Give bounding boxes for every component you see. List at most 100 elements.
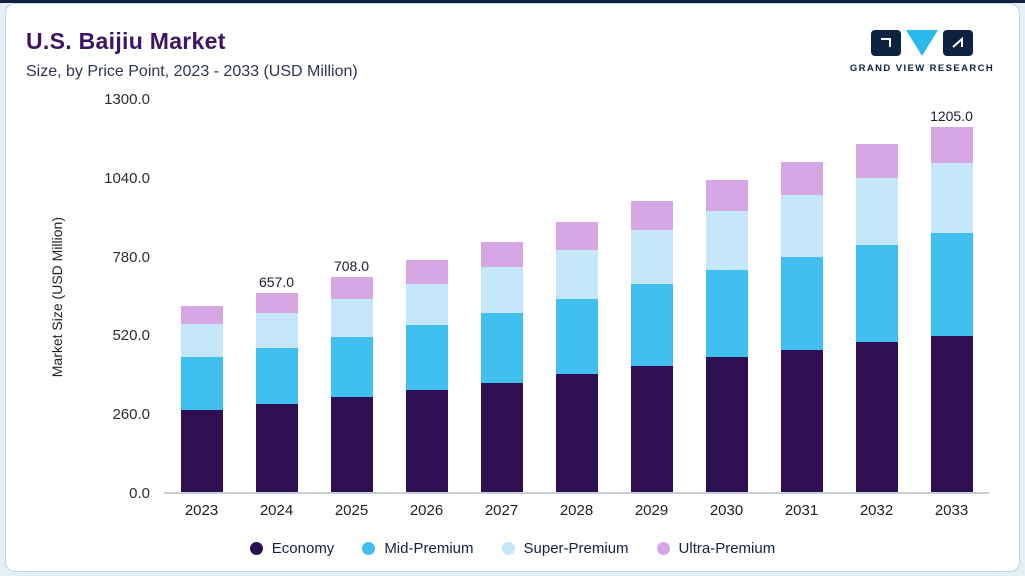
bar-segment-mid-premium[interactable] (405, 325, 448, 391)
y-axis-title-text: Market Size (USD Million) (49, 216, 65, 378)
bar-segment-mid-premium[interactable] (705, 269, 748, 357)
bar-segment-mid-premium[interactable] (255, 348, 298, 405)
logo-shapes (847, 30, 997, 58)
bar-segment-ultra-premium[interactable] (330, 277, 373, 299)
y-axis-title: Market Size (USD Million) (42, 100, 72, 494)
bar-segment-economy[interactable] (480, 382, 523, 492)
bar-segment-super-premium[interactable] (480, 267, 523, 313)
x-axis-label-2026: 2026 (409, 502, 444, 519)
bar-2028[interactable] (539, 100, 614, 492)
legend-label-super-premium: Super-Premium (523, 540, 629, 557)
bar-segment-super-premium[interactable] (405, 283, 448, 326)
bar-segment-economy[interactable] (180, 409, 223, 492)
bar-segment-mid-premium[interactable] (630, 284, 673, 366)
x-axis-label-2031: 2031 (784, 502, 819, 519)
legend-item-economy[interactable]: Economy (249, 540, 335, 557)
bar-segment-super-premium[interactable] (255, 312, 298, 349)
bar-segment-ultra-premium[interactable] (855, 143, 898, 179)
bar-stack (705, 179, 748, 492)
bar-segment-mid-premium[interactable] (855, 244, 898, 343)
bar-segment-economy[interactable] (705, 356, 748, 492)
bar-segment-economy[interactable] (330, 397, 373, 492)
bar-2029[interactable] (614, 100, 689, 492)
bar-stack (330, 277, 373, 492)
bar-segment-ultra-premium[interactable] (930, 126, 973, 163)
bar-segment-mid-premium[interactable] (555, 298, 598, 375)
bar-segment-mid-premium[interactable] (480, 312, 523, 383)
legend-dot-economy (249, 542, 263, 555)
bar-segment-economy[interactable] (555, 374, 598, 492)
bar-2027[interactable] (464, 100, 539, 492)
bar-segment-super-premium[interactable] (930, 162, 973, 234)
header: U.S. Baijiu Market Size, by Price Point,… (26, 28, 358, 81)
bar-segment-ultra-premium[interactable] (405, 260, 448, 284)
bar-segment-super-premium[interactable] (180, 324, 223, 358)
bar-stack (630, 201, 673, 492)
bar-segment-super-premium[interactable] (555, 249, 598, 299)
bar-segment-ultra-premium[interactable] (705, 179, 748, 212)
plot-area: 657.0 708.0 1205.0 (164, 100, 989, 494)
legend-item-ultra-premium[interactable]: Ultra-Premium (656, 540, 776, 557)
bar-segment-mid-premium[interactable] (930, 233, 973, 336)
bar-2024[interactable]: 657.0 (239, 100, 314, 492)
bar-segment-super-premium[interactable] (780, 195, 823, 258)
y-tick-label: 0.0 (129, 485, 150, 502)
bar-2026[interactable] (389, 100, 464, 492)
page-title: U.S. Baijiu Market (26, 28, 226, 54)
bar-2023[interactable] (164, 100, 239, 492)
bar-stack (480, 242, 523, 492)
legend-label-mid-premium: Mid-Premium (384, 540, 474, 557)
bar-stack (855, 143, 898, 492)
legend-item-mid-premium[interactable]: Mid-Premium (362, 540, 474, 557)
bar-value-label: 1205.0 (930, 107, 973, 124)
bar-segment-mid-premium[interactable] (180, 357, 223, 410)
legend-dot-ultra-premium (656, 542, 670, 555)
chart: Market Size (USD Million) 0.0 260.0 520.0 7… (42, 91, 989, 519)
bar-segment-economy[interactable] (780, 349, 823, 492)
x-axis-label-2028: 2028 (559, 502, 594, 519)
bar-stack (780, 161, 823, 492)
y-tick-label: 780.0 (112, 248, 150, 266)
bar-segment-ultra-premium[interactable] (255, 292, 298, 313)
x-axis-label-2032: 2032 (859, 502, 894, 519)
bar-segment-mid-premium[interactable] (780, 257, 823, 350)
legend: Economy Mid-Premium Super-Premium Ultra-Pre… (6, 540, 1019, 557)
brand-logo: GRAND VIEW RESEARCH (847, 30, 997, 74)
bar-value-label: 657.0 (258, 273, 295, 290)
bar-value-label: 708.0 (333, 258, 370, 275)
bar-2032[interactable] (839, 100, 914, 492)
bar-segment-economy[interactable] (855, 342, 898, 492)
logo-triangle-icon (906, 30, 938, 56)
bar-segment-economy[interactable] (630, 365, 673, 492)
logo-square-left-icon (871, 30, 901, 56)
chart-row: Market Size (USD Million) 0.0 260.0 520.0 7… (42, 91, 989, 502)
bar-segment-ultra-premium[interactable] (555, 222, 598, 250)
bar-stack (255, 292, 298, 492)
legend-dot-super-premium (501, 542, 515, 555)
bar-2033[interactable]: 1205.0 (914, 100, 989, 492)
bar-segment-economy[interactable] (930, 335, 973, 492)
bar-segment-super-premium[interactable] (330, 298, 373, 338)
bar-segment-economy[interactable] (405, 390, 448, 492)
bar-stack (930, 126, 973, 492)
x-axis-label-2025: 2025 (334, 502, 369, 519)
bar-segment-ultra-premium[interactable] (780, 161, 823, 195)
bar-segment-ultra-premium[interactable] (630, 201, 673, 231)
y-tick-label: 520.0 (112, 327, 150, 345)
bar-segment-super-premium[interactable] (630, 230, 673, 285)
bar-segment-mid-premium[interactable] (330, 337, 373, 398)
legend-item-super-premium[interactable]: Super-Premium (501, 540, 629, 557)
x-axis-label-2029: 2029 (634, 502, 669, 519)
bar-segment-super-premium[interactable] (855, 178, 898, 245)
y-tick-label: 260.0 (112, 406, 150, 424)
bar-segment-ultra-premium[interactable] (180, 305, 223, 325)
bar-2025[interactable]: 708.0 (314, 100, 389, 492)
bar-segment-ultra-premium[interactable] (480, 242, 523, 268)
legend-label-economy: Economy (271, 540, 335, 557)
bar-segment-super-premium[interactable] (705, 211, 748, 270)
legend-label-ultra-premium: Ultra-Premium (678, 540, 776, 557)
bar-2031[interactable] (764, 100, 839, 492)
bar-segment-economy[interactable] (255, 404, 298, 492)
bar-2030[interactable] (689, 100, 764, 492)
y-tick-label: 1040.0 (104, 169, 150, 187)
